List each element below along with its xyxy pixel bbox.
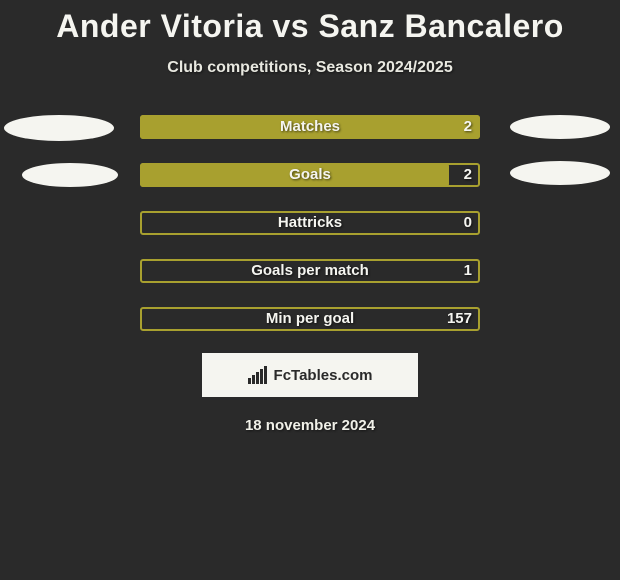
- decoration-ellipse: [510, 161, 610, 185]
- date-label: 18 november 2024: [245, 417, 375, 434]
- bar-value: 2: [464, 163, 472, 187]
- bars-container: Matches 2 Goals 2 Hattricks 0 Goals per …: [140, 115, 480, 331]
- bar-row-min-per-goal: Min per goal 157: [140, 307, 480, 331]
- bar-label: Min per goal: [266, 307, 354, 331]
- fctables-chart-icon: [248, 366, 268, 384]
- bar-label: Goals: [289, 163, 331, 187]
- logo-badge: FcTables.com: [202, 353, 418, 397]
- logo-text: FcTables.com: [274, 367, 373, 384]
- bar-label: Matches: [280, 115, 340, 139]
- bar-label: Goals per match: [251, 259, 369, 283]
- bar-row-matches: Matches 2: [140, 115, 480, 139]
- main-container: Ander Vitoria vs Sanz Bancalero Club com…: [0, 0, 620, 434]
- bar-value: 0: [464, 211, 472, 235]
- chart-area: Matches 2 Goals 2 Hattricks 0 Goals per …: [0, 115, 620, 331]
- bar-label: Hattricks: [278, 211, 342, 235]
- subtitle: Club competitions, Season 2024/2025: [167, 59, 452, 77]
- bar-value: 157: [447, 307, 472, 331]
- bar-value: 1: [464, 259, 472, 283]
- bar-row-goals: Goals 2: [140, 163, 480, 187]
- decoration-ellipse: [510, 115, 610, 139]
- bar-row-hattricks: Hattricks 0: [140, 211, 480, 235]
- bar-value: 2: [464, 115, 472, 139]
- bar-row-goals-per-match: Goals per match 1: [140, 259, 480, 283]
- page-title: Ander Vitoria vs Sanz Bancalero: [56, 8, 564, 45]
- decoration-ellipse: [22, 163, 118, 187]
- decoration-ellipse: [4, 115, 114, 141]
